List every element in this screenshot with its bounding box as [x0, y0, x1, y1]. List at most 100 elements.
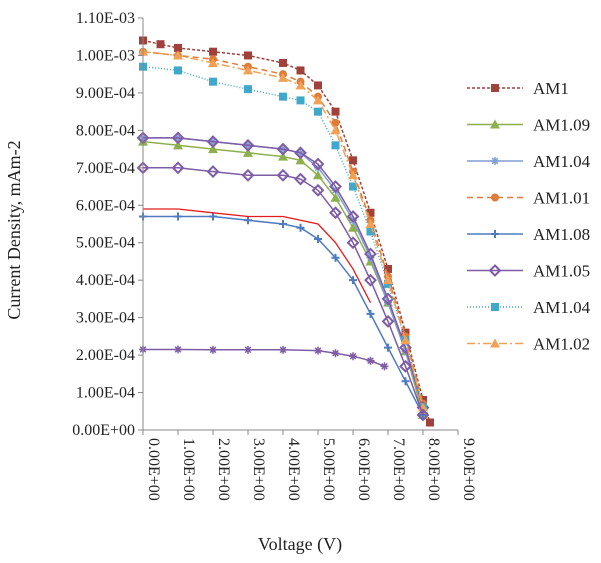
data-point: [173, 50, 183, 60]
data-point: [314, 346, 322, 355]
data-point: [330, 192, 341, 202]
data-point: [314, 81, 322, 90]
data-point: [400, 335, 411, 345]
x-tick-label: 1.00E+00: [180, 438, 197, 501]
data-point: [384, 264, 392, 273]
legend-entry: AM1.09: [467, 116, 590, 135]
data-point: [491, 230, 499, 238]
x-tick-label: 8.00E+00: [425, 438, 442, 501]
series-8: [143, 208, 372, 303]
data-point: [244, 85, 252, 94]
plot-area: [136, 36, 434, 427]
legend: AM1 AM1.09 AM1.04 AM1.01 AM1.08 AM1.05 AM1.04 A…: [467, 79, 591, 354]
x-tick-label: 6.00E+00: [355, 438, 372, 501]
data-point: [331, 349, 340, 358]
data-point: [330, 125, 341, 135]
data-point: [349, 182, 357, 191]
data-point: [313, 95, 323, 105]
legend-entry: AM1.02: [467, 335, 590, 354]
legend-entry: AM1.04: [467, 152, 591, 171]
data-point: [296, 96, 305, 105]
data-point: [331, 141, 340, 150]
data-point: [331, 253, 340, 262]
data-point: [381, 292, 395, 306]
series-10: [139, 345, 389, 371]
data-point: [349, 352, 357, 361]
data-point: [364, 247, 377, 261]
series-7: [138, 46, 428, 412]
legend-label: AM1.09: [533, 116, 590, 135]
data-point: [174, 345, 182, 354]
series-5: [136, 131, 430, 414]
data-point: [208, 144, 218, 154]
legend-label: AM1.04: [533, 152, 591, 171]
data-point: [276, 142, 290, 156]
data-point: [209, 77, 217, 86]
axes: 0.00E+00 1.00E-04 2.00E-04 3.00E-04 4.00E-04…: [72, 10, 477, 501]
data-point: [491, 84, 499, 92]
data-point: [279, 58, 287, 67]
series-6: [139, 62, 427, 412]
data-point: [349, 156, 357, 165]
data-point: [244, 345, 252, 354]
data-point: [366, 208, 375, 217]
data-point: [174, 212, 182, 221]
data-point: [384, 343, 392, 352]
x-tick-label: 7.00E+00: [390, 438, 407, 501]
data-point: [490, 119, 500, 129]
data-point: [295, 80, 306, 90]
series-line: [143, 167, 424, 416]
data-point: [349, 276, 357, 285]
data-point: [311, 183, 325, 197]
series-line: [142, 39, 431, 423]
y-tick-label: 2.00E-04: [76, 347, 135, 364]
y-tick-label: 6.00E-04: [76, 197, 135, 214]
data-point: [296, 223, 305, 232]
legend-entry: AM1.04: [467, 298, 591, 317]
data-point: [173, 140, 183, 150]
y-tick-label: 3.00E-04: [76, 310, 135, 327]
x-tick-label: 3.00E+00: [250, 438, 267, 501]
series-line: [143, 348, 385, 367]
data-point: [488, 264, 502, 277]
data-point: [171, 131, 185, 145]
data-point: [329, 180, 342, 193]
data-point: [348, 222, 358, 232]
data-point: [331, 107, 340, 116]
data-point: [331, 118, 340, 127]
series-line: [143, 208, 372, 303]
data-point: [294, 146, 307, 160]
data-point: [174, 43, 182, 52]
data-point: [491, 193, 499, 202]
data-point: [491, 157, 499, 165]
data-point: [279, 220, 287, 228]
series-line: [143, 137, 424, 408]
data-point: [383, 275, 393, 285]
data-point: [399, 359, 412, 373]
data-point: [314, 107, 322, 116]
legend-label: AM1.05: [533, 262, 590, 281]
data-point: [329, 206, 342, 220]
data-point: [346, 210, 360, 223]
y-tick-label: 4.00E-04: [76, 272, 135, 289]
x-tick-label: 4.00E+00: [285, 438, 302, 501]
legend-label: AM1.01: [533, 189, 590, 208]
y-tick-label: 1.10E-03: [76, 10, 135, 27]
x-axis-title: Voltage (V): [258, 534, 342, 555]
data-point: [364, 273, 377, 287]
legend-entry: AM1.05: [467, 262, 590, 281]
data-point: [243, 65, 253, 75]
data-point: [366, 309, 375, 318]
data-point: [171, 161, 185, 175]
y-tick-label: 1.00E-04: [76, 385, 135, 402]
series-4: [139, 212, 427, 420]
data-point: [278, 151, 288, 161]
data-point: [346, 236, 360, 250]
data-point: [174, 66, 182, 75]
data-point: [241, 138, 255, 152]
legend-label: AM1.02: [533, 335, 590, 354]
data-point: [491, 303, 499, 311]
data-point: [295, 155, 306, 165]
legend-label: AM1: [533, 79, 569, 98]
